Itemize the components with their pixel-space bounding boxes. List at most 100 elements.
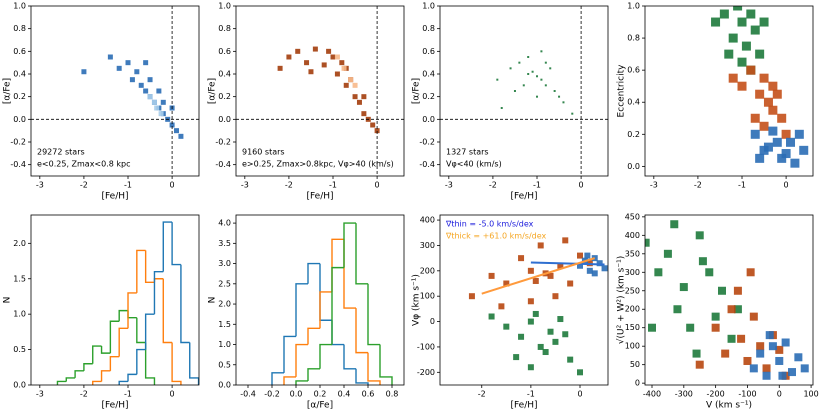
point xyxy=(749,364,758,373)
point xyxy=(527,364,534,371)
panel: -0.4 -0.2 0.0 0.2 0.4 0.6 0.8 0.0 0.5 1.0 1.5 2.0 2.… xyxy=(208,214,405,411)
hist-step xyxy=(355,308,368,354)
point xyxy=(361,94,367,100)
point xyxy=(562,331,569,338)
hist-step xyxy=(153,278,164,283)
hist-step xyxy=(283,376,296,385)
hist-step xyxy=(171,222,181,266)
point xyxy=(794,353,803,362)
point xyxy=(695,360,704,369)
panel: -3 -2 -1 0 -0.4 -0.2 0.0 0.2 0.4 0.6 0.8 1.0 [Fe/H] [… xyxy=(3,2,200,202)
x-tick-label: 0 xyxy=(375,181,380,190)
y-tick-label: -0.4 xyxy=(215,160,231,169)
y-tick-label: -0.2 xyxy=(215,138,231,147)
point xyxy=(147,77,153,83)
point xyxy=(498,303,505,310)
x-tick-label: -2 xyxy=(489,181,497,190)
point xyxy=(158,111,164,117)
point xyxy=(304,60,310,66)
point xyxy=(743,356,752,365)
point xyxy=(547,272,554,279)
point xyxy=(750,113,760,123)
point xyxy=(737,334,746,343)
point xyxy=(557,316,564,323)
y-tick-label: 0.6 xyxy=(13,47,26,56)
x-tick-label: -2 xyxy=(478,390,486,399)
point xyxy=(781,129,791,139)
point xyxy=(503,280,510,287)
point xyxy=(673,305,682,314)
point xyxy=(553,90,556,92)
x-tick-label: -1 xyxy=(124,181,132,190)
x-tick-label: -3 xyxy=(445,181,453,190)
y-tick-label: 1.5 xyxy=(13,274,26,283)
annotation: Vφ<40 (km/s) xyxy=(446,160,502,169)
y-tick-label: 1.0 xyxy=(13,310,26,319)
point xyxy=(527,56,530,58)
y-tick-label: 0.8 xyxy=(422,24,435,33)
y-tick-label: 0.5 xyxy=(218,360,231,369)
axes-frame xyxy=(30,5,200,177)
point xyxy=(727,334,736,343)
point xyxy=(147,94,153,100)
hist-step xyxy=(331,238,344,292)
point xyxy=(178,133,184,139)
x-tick-label: -2 xyxy=(80,181,88,190)
point xyxy=(768,81,778,91)
point xyxy=(330,54,336,60)
point xyxy=(527,298,534,305)
y-tick-label: 200 xyxy=(625,305,640,314)
point xyxy=(750,25,760,35)
y-tick-label: 200 xyxy=(420,266,435,275)
point xyxy=(733,286,742,295)
y-tick-label: 2.5 xyxy=(218,279,231,288)
plot-area xyxy=(645,220,809,380)
hist-step xyxy=(367,352,381,385)
hist-step xyxy=(74,370,84,378)
x-axis-label: V (km s⁻¹) xyxy=(706,401,752,411)
point xyxy=(768,105,778,115)
panel: -3 -2 -1 0 -0.4 -0.2 0.0 0.2 0.4 0.6 0.8 1.0 [Fe/H] [… xyxy=(208,2,405,202)
x-tick-label: -100 xyxy=(738,390,756,399)
point xyxy=(737,81,747,91)
x-tick-label: -300 xyxy=(675,390,693,399)
point xyxy=(577,369,583,376)
point xyxy=(654,268,663,277)
point xyxy=(81,69,87,75)
point xyxy=(800,364,809,373)
x-tick-label: 0.0 xyxy=(290,390,303,399)
point xyxy=(562,101,565,104)
point xyxy=(156,88,162,94)
point xyxy=(531,70,534,73)
point xyxy=(777,153,787,163)
y-tick-label: 0.0 xyxy=(218,115,231,124)
point xyxy=(799,145,809,155)
x-tick-label: -3 xyxy=(241,181,249,190)
y-tick-label: 0.4 xyxy=(13,70,26,79)
point xyxy=(695,231,704,240)
point xyxy=(721,349,730,358)
point xyxy=(540,78,543,81)
hist-step xyxy=(118,380,129,385)
point xyxy=(143,88,149,94)
y-tick-label: 400 xyxy=(625,231,640,240)
point xyxy=(518,61,521,64)
y-tick-label: 300 xyxy=(625,268,640,277)
hist-step xyxy=(307,368,320,381)
point xyxy=(711,323,720,332)
point xyxy=(174,128,180,134)
point xyxy=(737,17,747,27)
y-tick-label: 450 xyxy=(625,212,640,221)
y-tick-label: 0 xyxy=(635,379,640,388)
point xyxy=(277,65,283,71)
y-tick-label: 0.2 xyxy=(627,130,640,139)
hist-step xyxy=(65,377,76,382)
point xyxy=(527,73,530,75)
point xyxy=(370,122,376,128)
point xyxy=(542,349,549,356)
point xyxy=(584,252,591,259)
hist-step xyxy=(127,310,137,319)
y-axis-label: N xyxy=(208,297,218,304)
point xyxy=(762,371,771,380)
